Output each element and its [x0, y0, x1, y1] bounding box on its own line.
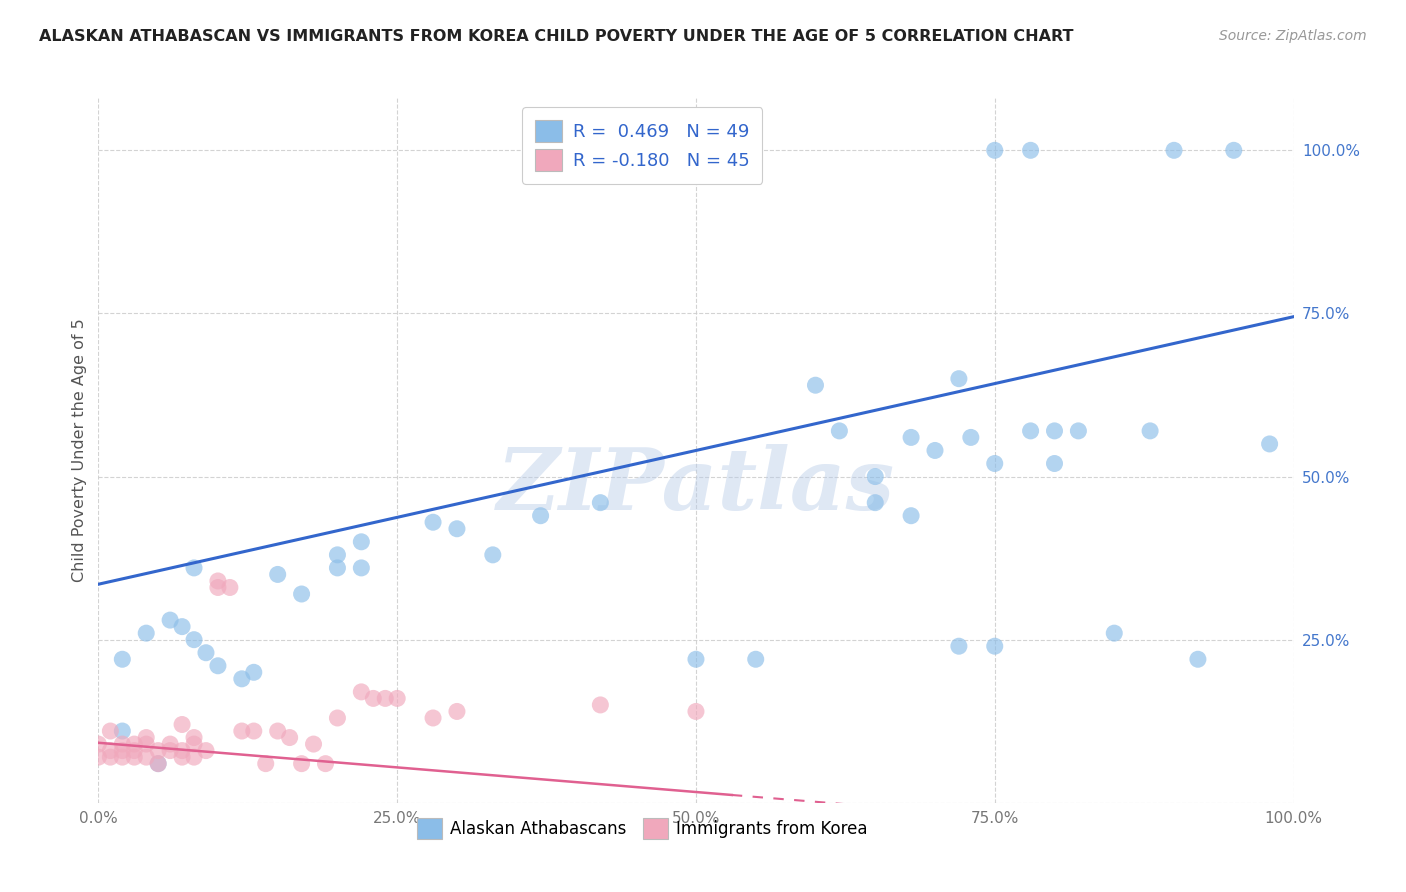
Point — [589, 496, 612, 510]
Point — [148, 743, 170, 757]
Point — [804, 378, 827, 392]
Point — [1019, 424, 1042, 438]
Point — [350, 561, 373, 575]
Point — [172, 620, 194, 634]
Point — [111, 724, 134, 739]
Point — [183, 561, 205, 575]
Point — [195, 743, 218, 757]
Point — [291, 587, 314, 601]
Point — [98, 743, 122, 757]
Point — [135, 750, 157, 764]
Point — [98, 750, 122, 764]
Text: ZIPatlas: ZIPatlas — [496, 444, 896, 527]
Point — [1163, 144, 1185, 158]
Point — [422, 515, 444, 529]
Point — [302, 737, 325, 751]
Point — [243, 724, 266, 739]
Point — [1019, 144, 1042, 158]
Point — [1223, 144, 1246, 158]
Point — [111, 737, 134, 751]
Point — [159, 743, 181, 757]
Point — [1104, 626, 1126, 640]
Point — [984, 144, 1007, 158]
Point — [124, 737, 146, 751]
Point — [207, 574, 229, 588]
Point — [374, 691, 396, 706]
Point — [278, 731, 301, 745]
Point — [828, 424, 851, 438]
Point — [865, 469, 887, 483]
Point — [254, 756, 277, 771]
Y-axis label: Child Poverty Under the Age of 5: Child Poverty Under the Age of 5 — [72, 318, 87, 582]
Point — [291, 756, 314, 771]
Point — [172, 750, 194, 764]
Point — [124, 750, 146, 764]
Legend: Alaskan Athabascans, Immigrants from Korea: Alaskan Athabascans, Immigrants from Kor… — [411, 812, 875, 846]
Point — [87, 737, 110, 751]
Point — [326, 711, 349, 725]
Point — [243, 665, 266, 680]
Point — [948, 639, 970, 653]
Point — [865, 496, 887, 510]
Point — [148, 756, 170, 771]
Point — [148, 756, 170, 771]
Point — [231, 672, 253, 686]
Point — [111, 743, 134, 757]
Point — [183, 632, 205, 647]
Point — [1258, 437, 1281, 451]
Point — [1139, 424, 1161, 438]
Point — [207, 658, 229, 673]
Point — [159, 613, 181, 627]
Text: ALASKAN ATHABASCAN VS IMMIGRANTS FROM KOREA CHILD POVERTY UNDER THE AGE OF 5 COR: ALASKAN ATHABASCAN VS IMMIGRANTS FROM KO… — [39, 29, 1074, 44]
Point — [685, 652, 707, 666]
Point — [315, 756, 337, 771]
Point — [446, 522, 468, 536]
Point — [900, 430, 922, 444]
Point — [124, 743, 146, 757]
Point — [183, 750, 205, 764]
Point — [1043, 457, 1066, 471]
Point — [745, 652, 768, 666]
Point — [195, 646, 218, 660]
Point — [87, 750, 110, 764]
Point — [183, 731, 205, 745]
Point — [267, 567, 290, 582]
Point — [267, 724, 290, 739]
Point — [111, 652, 134, 666]
Point — [183, 737, 205, 751]
Point — [135, 731, 157, 745]
Point — [1067, 424, 1090, 438]
Point — [589, 698, 612, 712]
Point — [685, 705, 707, 719]
Point — [159, 737, 181, 751]
Point — [948, 372, 970, 386]
Point — [219, 581, 242, 595]
Point — [98, 724, 122, 739]
Point — [530, 508, 553, 523]
Point — [135, 626, 157, 640]
Point — [363, 691, 385, 706]
Point — [1187, 652, 1209, 666]
Point — [446, 705, 468, 719]
Point — [207, 581, 229, 595]
Point — [1043, 424, 1066, 438]
Point — [960, 430, 983, 444]
Point — [231, 724, 253, 739]
Point — [135, 737, 157, 751]
Point — [481, 548, 505, 562]
Point — [111, 750, 134, 764]
Point — [326, 561, 349, 575]
Point — [385, 691, 409, 706]
Point — [900, 508, 922, 523]
Point — [422, 711, 444, 725]
Point — [924, 443, 946, 458]
Point — [350, 534, 373, 549]
Point — [172, 717, 194, 731]
Point — [984, 639, 1007, 653]
Point — [350, 685, 373, 699]
Point — [984, 457, 1007, 471]
Point — [326, 548, 349, 562]
Text: Source: ZipAtlas.com: Source: ZipAtlas.com — [1219, 29, 1367, 43]
Point — [172, 743, 194, 757]
